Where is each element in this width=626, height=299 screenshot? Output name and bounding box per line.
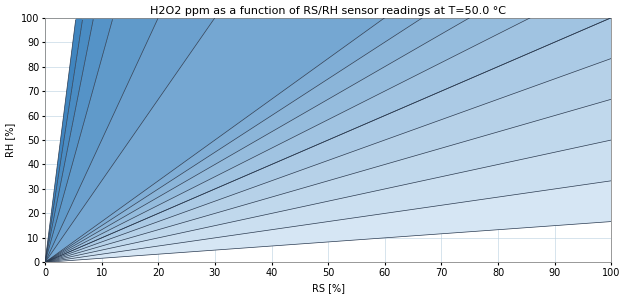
Polygon shape (45, 99, 611, 262)
Polygon shape (45, 18, 611, 262)
Polygon shape (45, 18, 611, 262)
Polygon shape (45, 18, 611, 262)
Polygon shape (45, 18, 611, 262)
Polygon shape (45, 18, 611, 262)
Polygon shape (45, 18, 611, 262)
Polygon shape (45, 18, 611, 262)
Polygon shape (45, 18, 611, 262)
Polygon shape (45, 59, 611, 262)
Polygon shape (45, 181, 611, 262)
Y-axis label: RH [%]: RH [%] (6, 123, 16, 157)
Title: H2O2 ppm as a function of RS/RH sensor readings at T=50.0 °C: H2O2 ppm as a function of RS/RH sensor r… (150, 6, 506, 16)
Polygon shape (45, 18, 611, 262)
Polygon shape (45, 18, 611, 262)
Polygon shape (45, 140, 611, 262)
Polygon shape (45, 18, 611, 262)
Polygon shape (45, 18, 611, 262)
X-axis label: RS [%]: RS [%] (312, 283, 345, 293)
